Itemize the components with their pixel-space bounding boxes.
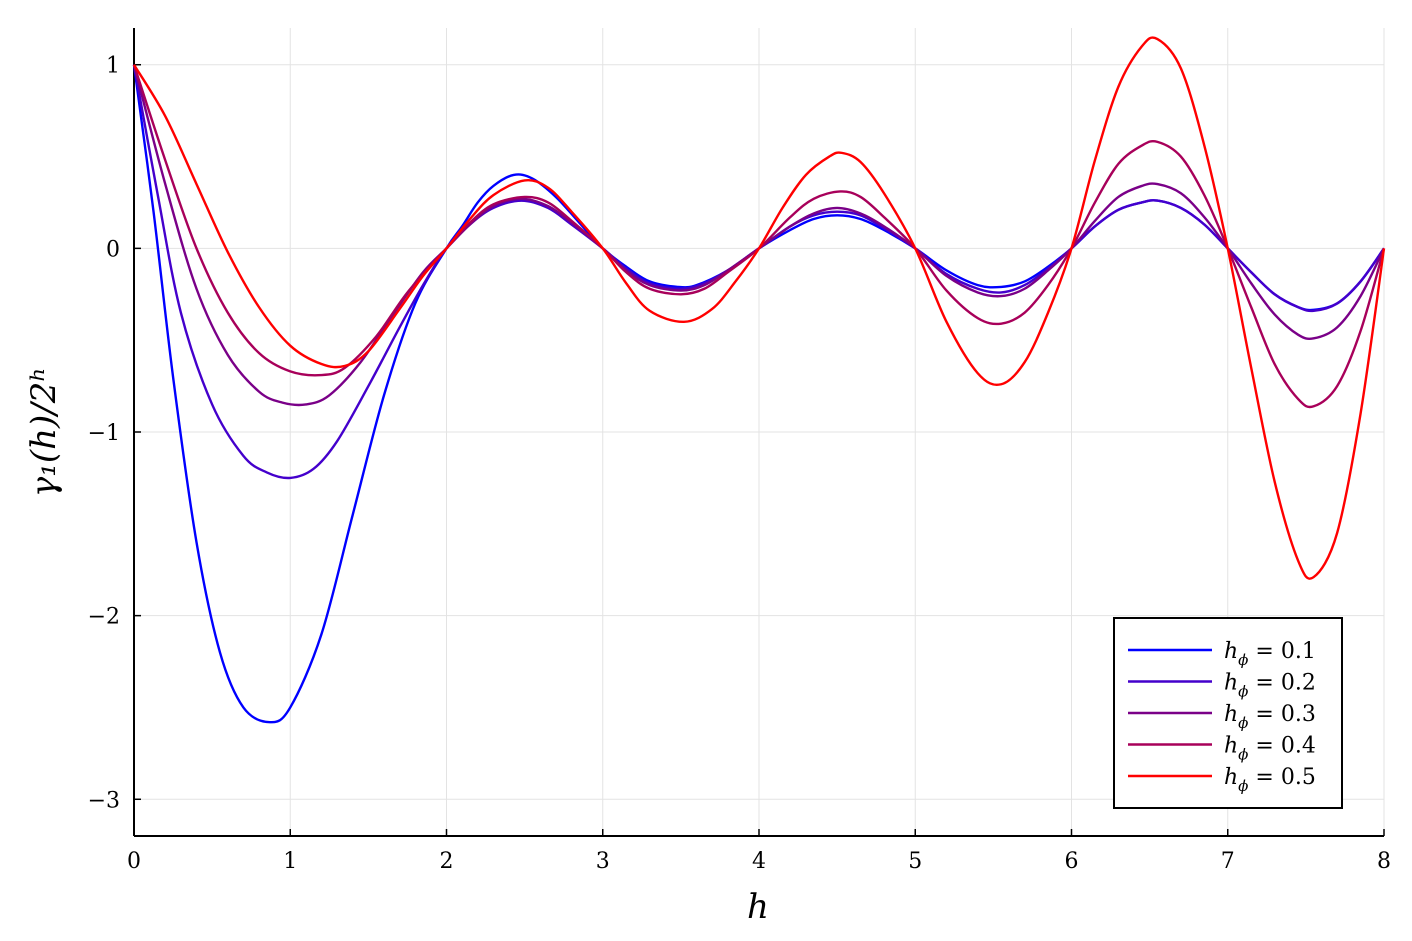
y-tick-label: −1	[88, 421, 120, 446]
x-axis-title: h	[747, 887, 769, 927]
x-tick-label: 4	[752, 849, 766, 874]
x-tick-label: 6	[1065, 849, 1079, 874]
series-line-4	[132, 64, 1386, 409]
legend-label: hϕ = 0.1	[1224, 639, 1316, 669]
axes	[133, 28, 1385, 837]
legend-label: hϕ = 0.3	[1224, 702, 1316, 732]
x-tick-label: 1	[283, 849, 297, 874]
series-line-3	[132, 64, 1386, 407]
y-tick-label: 0	[106, 237, 120, 262]
legend-label: hϕ = 0.4	[1224, 734, 1316, 764]
x-tick-label: 2	[440, 849, 454, 874]
legend-label: hϕ = 0.2	[1224, 671, 1316, 701]
y-axis-title: γ₁(h)/2ʰ	[24, 367, 64, 497]
x-tick-label: 7	[1221, 849, 1235, 874]
legend: hϕ = 0.1hϕ = 0.2hϕ = 0.3hϕ = 0.4hϕ = 0.5	[1113, 617, 1343, 809]
tick-labels: 0 1 2 3 4 5 6 7 8 1 0 −1 −2 −3	[88, 54, 1391, 874]
x-tick-label: 0	[127, 849, 141, 874]
x-tick-label: 3	[596, 849, 610, 874]
x-tick-label: 5	[908, 849, 922, 874]
legend-label: hϕ = 0.5	[1224, 765, 1316, 795]
x-tick-label: 8	[1377, 849, 1391, 874]
y-tick-label: −2	[88, 605, 120, 630]
series-lines	[132, 36, 1386, 724]
series-line-5	[132, 36, 1386, 580]
y-tick-label: 1	[106, 54, 120, 79]
y-tick-label: −3	[88, 788, 120, 813]
